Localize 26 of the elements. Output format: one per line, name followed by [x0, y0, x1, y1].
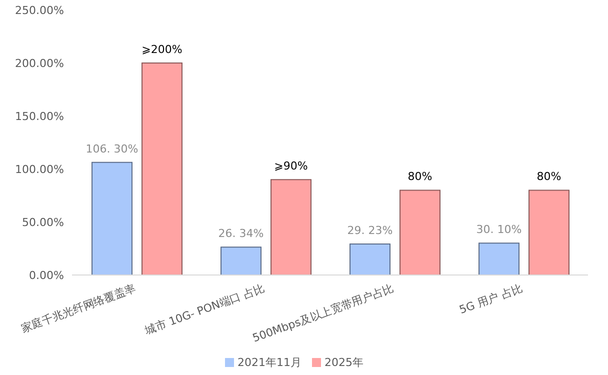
- bar: [142, 62, 182, 275]
- data-label: 26. 34%: [218, 227, 264, 240]
- data-label: 29. 23%: [347, 224, 393, 238]
- y-tick-label: 150.00%: [15, 110, 64, 123]
- bar: [350, 244, 390, 275]
- legend-label: 2021年11月: [238, 356, 302, 369]
- bar: [528, 190, 570, 275]
- bar: [92, 162, 132, 275]
- bar: [270, 179, 312, 275]
- y-tick-label: 250.00%: [15, 4, 64, 17]
- y-tick-label: 0.00%: [29, 268, 64, 282]
- x-tick-label: 5G 用户 占比: [458, 282, 525, 317]
- data-label: ⩾200%: [142, 43, 182, 56]
- bar: [220, 246, 262, 275]
- data-label: 80%: [536, 170, 562, 184]
- y-tick-label: 200.00%: [15, 56, 64, 70]
- data-label: 80%: [408, 170, 432, 184]
- y-tick-label: 100.00%: [15, 162, 64, 176]
- bar: [400, 190, 440, 275]
- data-label: ⩾90%: [274, 160, 308, 173]
- bar: [478, 242, 520, 275]
- data-label: 30. 10%: [476, 223, 522, 236]
- data-label: 106. 30%: [86, 142, 138, 156]
- y-tick-label: 50.00%: [22, 216, 64, 229]
- x-tick-label: 家庭千兆光纤网络覆盖率: [19, 282, 138, 336]
- legend-label: 2025年: [324, 356, 364, 369]
